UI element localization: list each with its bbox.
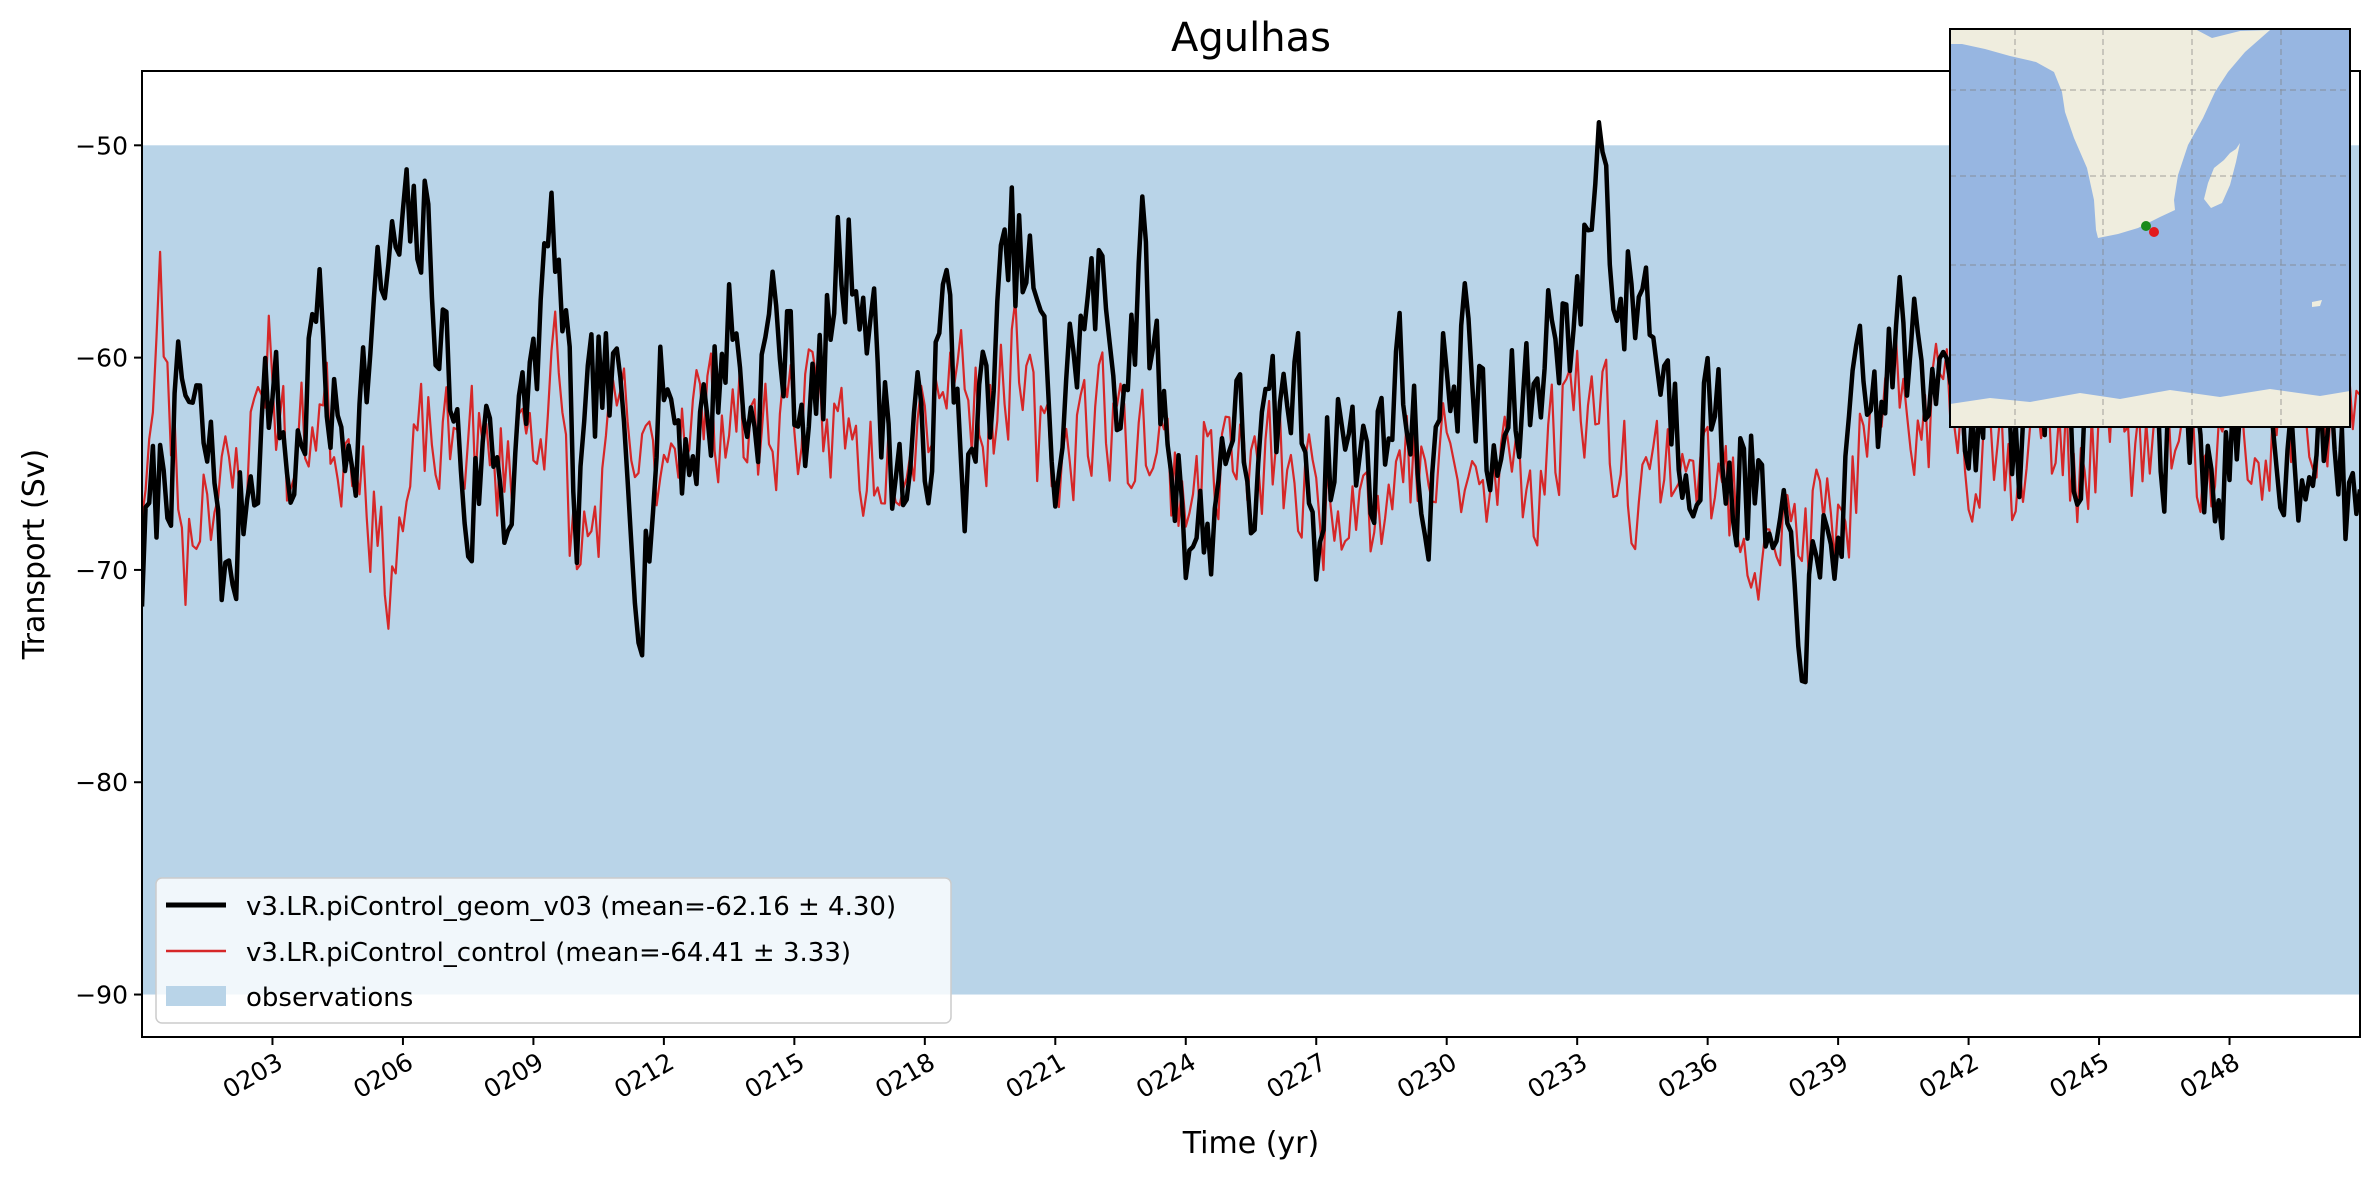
x-tick-label: 0206 bbox=[348, 1047, 418, 1104]
x-tick-label: 0230 bbox=[1392, 1047, 1462, 1104]
x-tick-label: 0212 bbox=[609, 1047, 679, 1104]
x-tick-label: 0224 bbox=[1131, 1047, 1201, 1104]
inset-map bbox=[1949, 28, 2351, 428]
x-tick-label: 0242 bbox=[1914, 1047, 1984, 1104]
legend-label-observations: observations bbox=[246, 983, 413, 1013]
y-tick-label: −90 bbox=[75, 981, 128, 1010]
y-tick-label: −70 bbox=[75, 556, 128, 585]
chart-title: Agulhas bbox=[1171, 15, 1331, 61]
x-tick-label: 0233 bbox=[1523, 1047, 1593, 1104]
legend-box bbox=[155, 877, 952, 1024]
legend-swatch-observations bbox=[166, 986, 226, 1006]
x-tick-label: 0218 bbox=[870, 1047, 940, 1104]
legend-label-control: v3.LR.piControl_control (mean=-64.41 ± 3… bbox=[246, 938, 851, 968]
x-tick-label: 0227 bbox=[1262, 1047, 1332, 1104]
x-tick-label: 0236 bbox=[1653, 1047, 1723, 1104]
x-axis: 0203 0206 0209 0212 0215 0218 0221 0224 0227 0230… bbox=[218, 1037, 2245, 1104]
x-tick-label: 0215 bbox=[740, 1047, 810, 1104]
x-tick-label: 0203 bbox=[218, 1047, 288, 1104]
y-axis: −50 −60 −70 −80 −90 bbox=[75, 131, 142, 1010]
map-frame bbox=[1949, 28, 2351, 428]
x-tick-label: 0209 bbox=[479, 1047, 549, 1104]
x-tick-label: 0239 bbox=[1784, 1047, 1854, 1104]
y-tick-label: −60 bbox=[75, 344, 128, 373]
x-tick-label: 0221 bbox=[1001, 1047, 1071, 1104]
map-africa-land bbox=[1950, 29, 2270, 238]
y-axis-label: Transport (Sv) bbox=[17, 449, 52, 661]
y-tick-label: −50 bbox=[75, 131, 128, 160]
map-point-green bbox=[2141, 221, 2151, 231]
legend: v3.LR.piControl_geom_v03 (mean=-62.16 ± … bbox=[155, 877, 952, 1024]
map-gridlines bbox=[1950, 29, 2350, 427]
map-point-red bbox=[2149, 227, 2159, 237]
map-small-island bbox=[2312, 300, 2322, 307]
y-tick-label: −80 bbox=[75, 768, 128, 797]
x-tick-label: 0245 bbox=[2044, 1047, 2114, 1104]
map-antarctica bbox=[1950, 389, 2350, 427]
x-tick-label: 0248 bbox=[2175, 1047, 2245, 1104]
plot-frame bbox=[141, 70, 2361, 1038]
legend-label-geom: v3.LR.piControl_geom_v03 (mean=-62.16 ± … bbox=[246, 892, 896, 922]
x-axis-label: Time (yr) bbox=[1182, 1126, 1319, 1161]
